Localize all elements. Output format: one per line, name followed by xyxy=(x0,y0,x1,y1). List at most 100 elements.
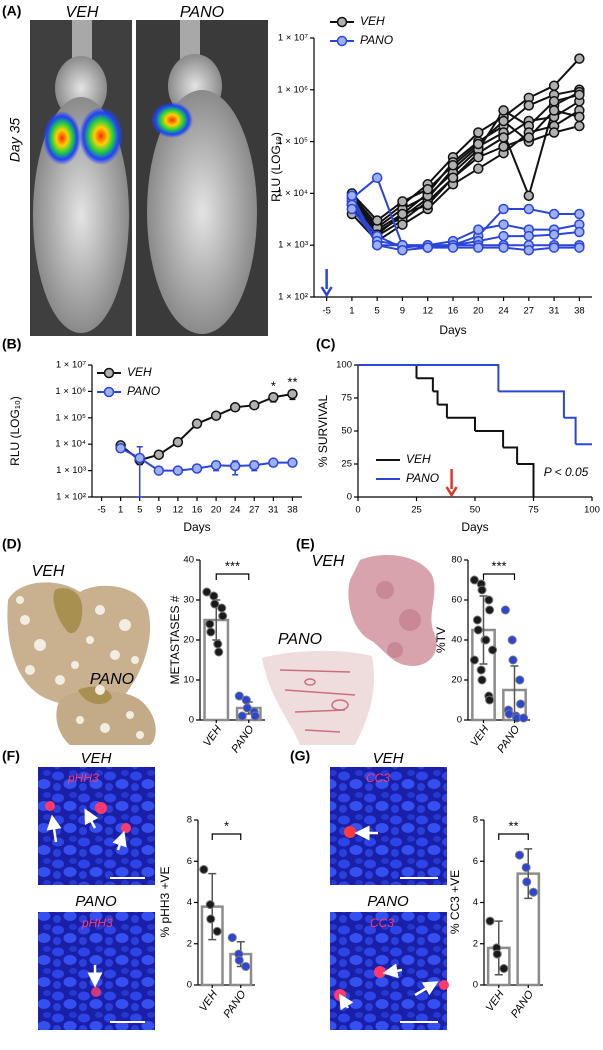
data-point xyxy=(498,230,509,242)
data-point xyxy=(469,655,479,665)
data-point xyxy=(205,619,215,629)
significance-bracket xyxy=(482,573,516,580)
x-tick-label: VEH xyxy=(469,723,492,748)
data-point xyxy=(287,457,298,468)
data-point xyxy=(481,635,491,645)
data-point xyxy=(498,105,509,116)
data-point xyxy=(498,203,509,215)
x-tick-label: VEH xyxy=(484,988,507,1013)
data-point xyxy=(523,244,535,256)
y-tick-label: 1 × 10⁵ xyxy=(277,136,308,147)
data-point xyxy=(498,132,509,143)
data-point xyxy=(574,226,585,238)
data-point xyxy=(523,190,535,202)
x-tick-label: 100 xyxy=(584,505,600,516)
x-tick-label: 25 xyxy=(411,505,422,516)
data-point xyxy=(515,850,525,860)
series-line xyxy=(351,195,580,252)
y-tick-label: 0 xyxy=(473,980,478,991)
data-point xyxy=(574,53,585,64)
data-point xyxy=(422,242,433,253)
y-tick-label: 1 × 10⁴ xyxy=(277,188,308,199)
x-tick-label: 9 xyxy=(156,505,161,516)
x-tick-label: 20 xyxy=(211,505,222,516)
data-point xyxy=(371,172,383,184)
y-tick-label: 40 xyxy=(451,635,462,646)
y-tick-label: 0 xyxy=(347,492,352,503)
data-point xyxy=(422,184,433,195)
survival-step xyxy=(503,446,519,464)
survival-step xyxy=(416,377,434,392)
y-axis-label: %TV xyxy=(434,627,448,653)
data-point xyxy=(469,575,479,585)
survival-step xyxy=(498,390,565,418)
data-point xyxy=(346,190,358,202)
x-tick-label: 16 xyxy=(192,505,203,516)
data-point xyxy=(422,199,433,211)
data-point xyxy=(523,230,535,242)
legend-label: VEH xyxy=(127,365,152,379)
data-point xyxy=(249,459,260,471)
x-tick-label: 1 xyxy=(118,505,123,516)
x-tick-label: 75 xyxy=(528,505,539,516)
series-line xyxy=(351,200,580,247)
panel-label: (G) xyxy=(290,748,310,764)
panel-label: (C) xyxy=(316,336,335,352)
data-point xyxy=(172,436,184,448)
series-line xyxy=(351,109,580,237)
data-point xyxy=(241,961,251,971)
y-tick-label: 1 × 10² xyxy=(278,292,308,303)
series-line xyxy=(351,88,580,231)
x-tick-label: VEH xyxy=(201,723,224,748)
y-tick-label: 0 xyxy=(189,715,194,726)
data-point xyxy=(191,463,203,474)
data-point xyxy=(473,224,484,235)
data-point xyxy=(473,138,484,150)
series-line xyxy=(351,204,580,249)
x-tick-label: 31 xyxy=(268,505,279,516)
series-line xyxy=(120,447,293,472)
data-point xyxy=(214,647,224,657)
data-point xyxy=(447,172,459,184)
data-point xyxy=(234,691,244,701)
data-point xyxy=(241,695,251,705)
image-label: PANO xyxy=(180,4,224,21)
legend-marker xyxy=(103,367,115,379)
data-point xyxy=(516,699,526,709)
data-point xyxy=(498,242,509,253)
significance: * xyxy=(224,818,229,833)
x-tick-label: -5 xyxy=(97,505,105,516)
image-label: PANO xyxy=(278,631,322,648)
panel-label: (F) xyxy=(2,748,20,764)
series-line xyxy=(351,176,580,247)
histology-image xyxy=(262,555,437,745)
data-point xyxy=(485,916,495,926)
legend-label: PANO xyxy=(406,471,439,485)
x-tick-label: 27 xyxy=(524,306,535,317)
data-point xyxy=(447,159,459,171)
data-point xyxy=(371,215,383,226)
data-point xyxy=(498,115,509,127)
data-point xyxy=(519,713,529,723)
data-point xyxy=(268,392,279,403)
y-tick-label: 50 xyxy=(341,426,352,437)
y-tick-label: 80 xyxy=(451,555,462,566)
data-point xyxy=(153,465,165,476)
data-point xyxy=(473,127,484,138)
survival-step xyxy=(517,463,535,497)
data-point xyxy=(523,132,535,143)
y-tick-label: 2 xyxy=(473,938,478,949)
legend-marker xyxy=(103,386,115,398)
error-bar xyxy=(479,595,488,665)
data-point xyxy=(218,611,228,621)
y-tick-label: 40 xyxy=(183,555,194,566)
x-tick-label: -5 xyxy=(322,306,330,317)
image-label: PANO xyxy=(367,893,409,910)
data-point xyxy=(548,80,560,91)
survival-step xyxy=(437,403,448,418)
data-point xyxy=(249,399,260,411)
data-point xyxy=(523,100,535,111)
data-point xyxy=(523,203,535,215)
y-tick-label: 6 xyxy=(473,856,478,867)
